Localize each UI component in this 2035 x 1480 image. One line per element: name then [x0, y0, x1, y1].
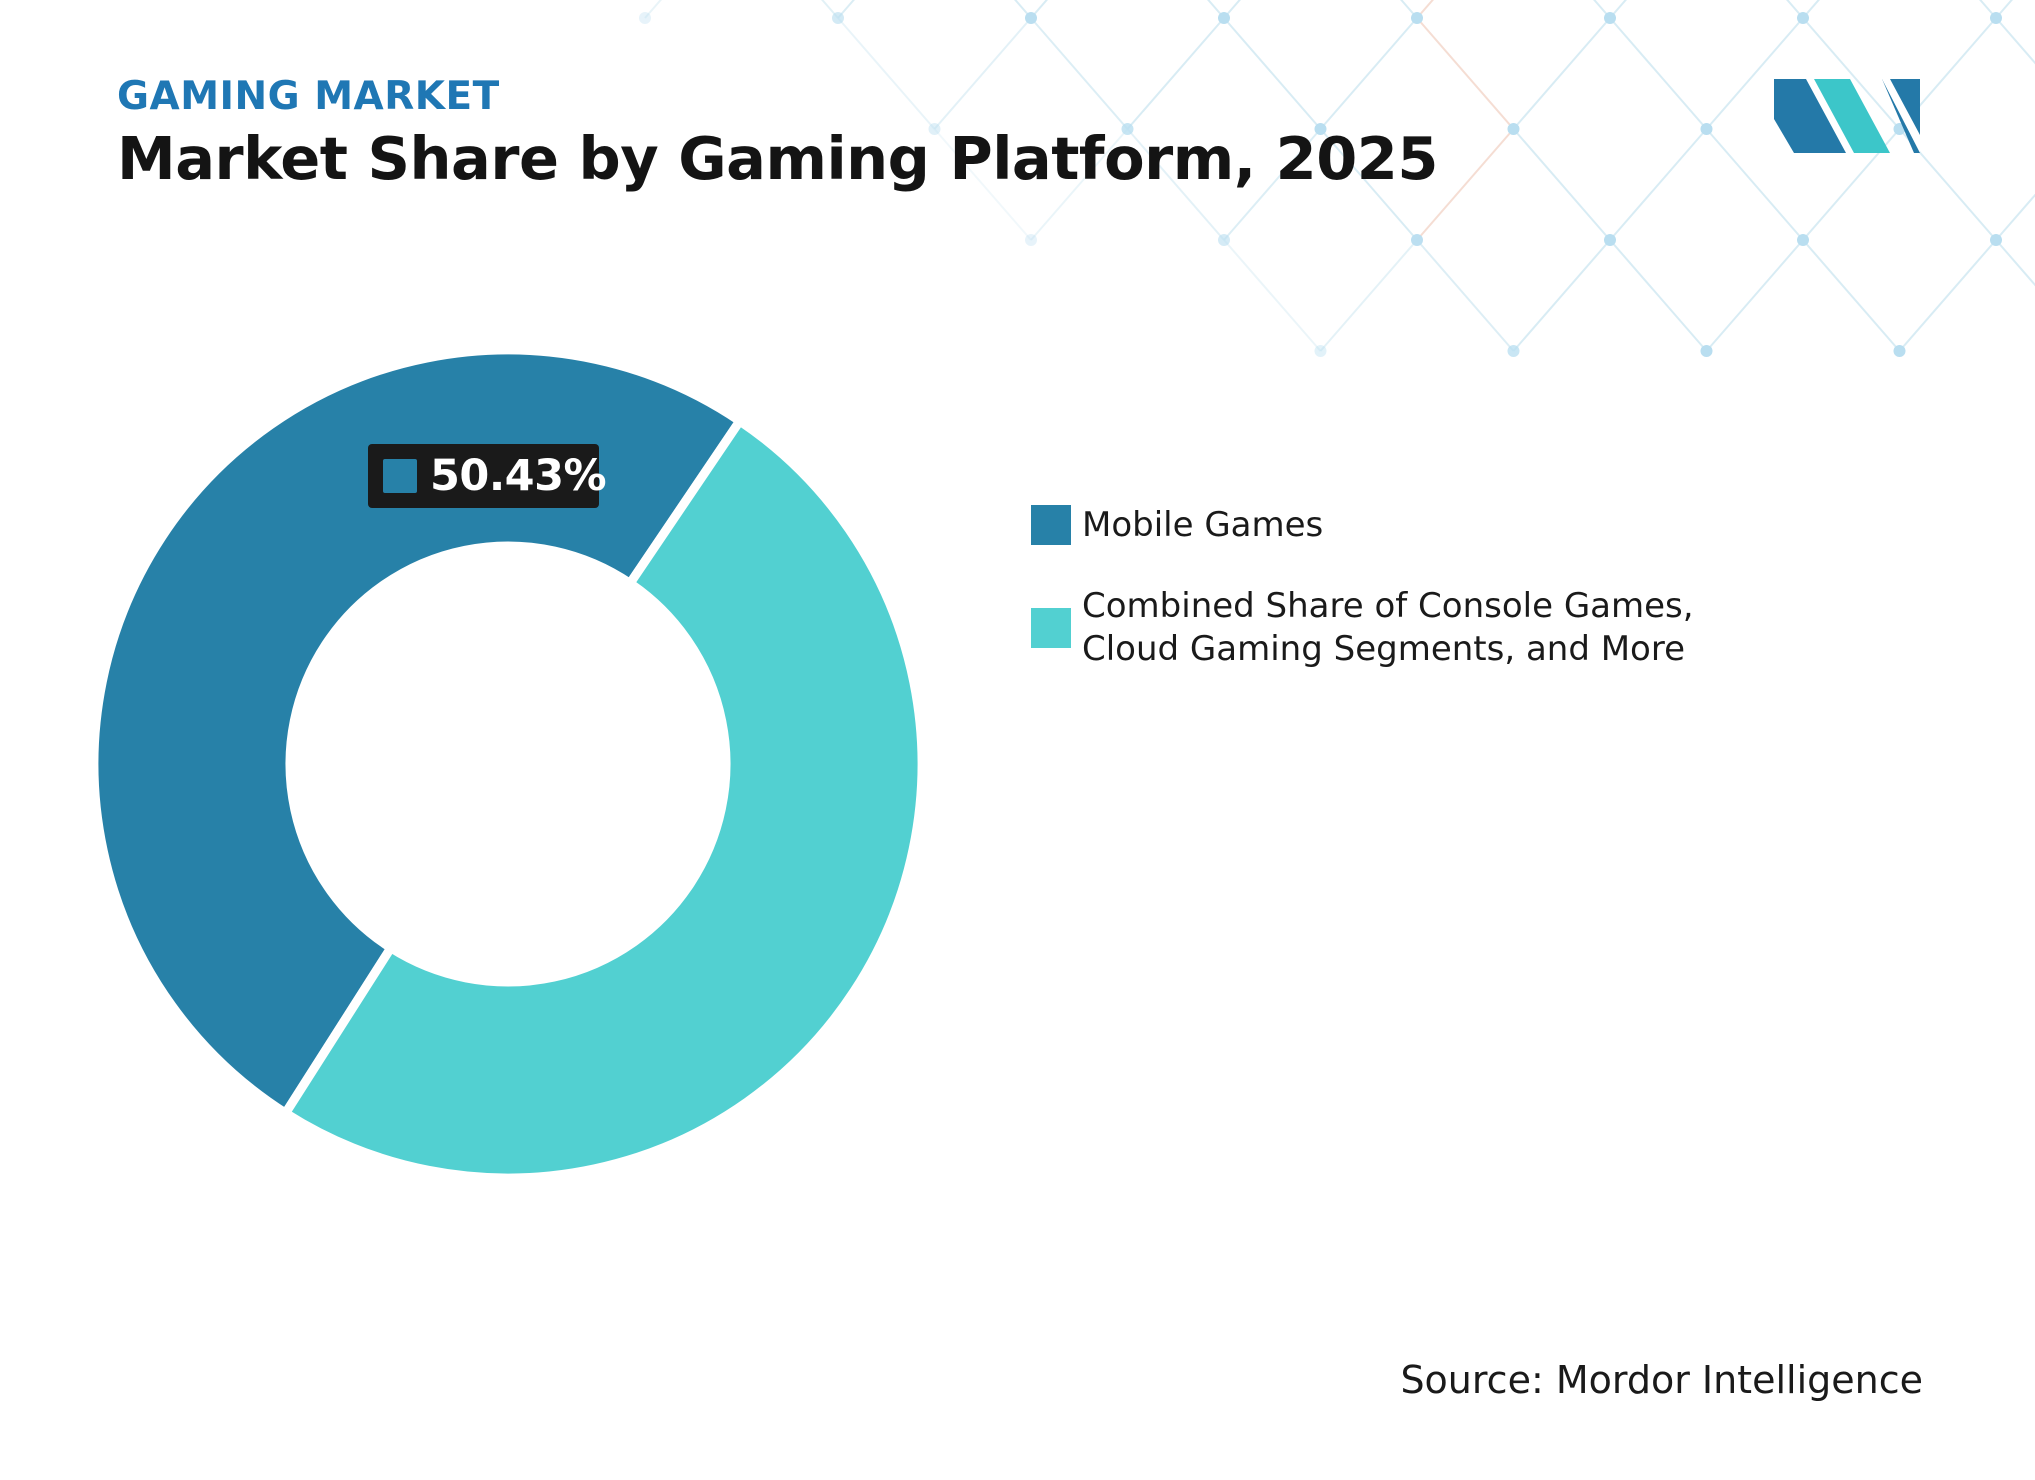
legend-swatch-other [1031, 608, 1071, 648]
logo-left-notch [1774, 119, 1794, 153]
mordor-intelligence-logo-icon [1774, 79, 1920, 153]
logo-middle-block [1814, 79, 1890, 153]
data-label-mobile: 50.43% [368, 444, 607, 508]
chart-title: Market Share by Gaming Platform, 2025 [117, 124, 1438, 193]
legend-item-mobile-games: Mobile Games [1031, 500, 1751, 550]
data-label-text: 50.43% [430, 451, 607, 501]
chart-eyebrow: GAMING MARKET [117, 74, 500, 119]
legend-swatch-mobile [1031, 505, 1071, 545]
data-label-swatch [383, 459, 417, 493]
donut-slice-mobile-games [89, 345, 747, 1120]
logo-left-block [1774, 79, 1846, 153]
legend-label-mobile: Mobile Games [1082, 504, 1324, 545]
legend-item-other: Combined Share of Console Games, Cloud G… [1031, 585, 1751, 671]
donut-slice-other-platforms [279, 414, 927, 1183]
legend-label-other: Combined Share of Console Games, Cloud G… [1082, 586, 1694, 669]
source-note: Source: Mordor Intelligence [1400, 1358, 1923, 1402]
legend: Mobile Games Combined Share of Console G… [1031, 500, 1751, 671]
logo-right-cut [1882, 79, 1920, 153]
